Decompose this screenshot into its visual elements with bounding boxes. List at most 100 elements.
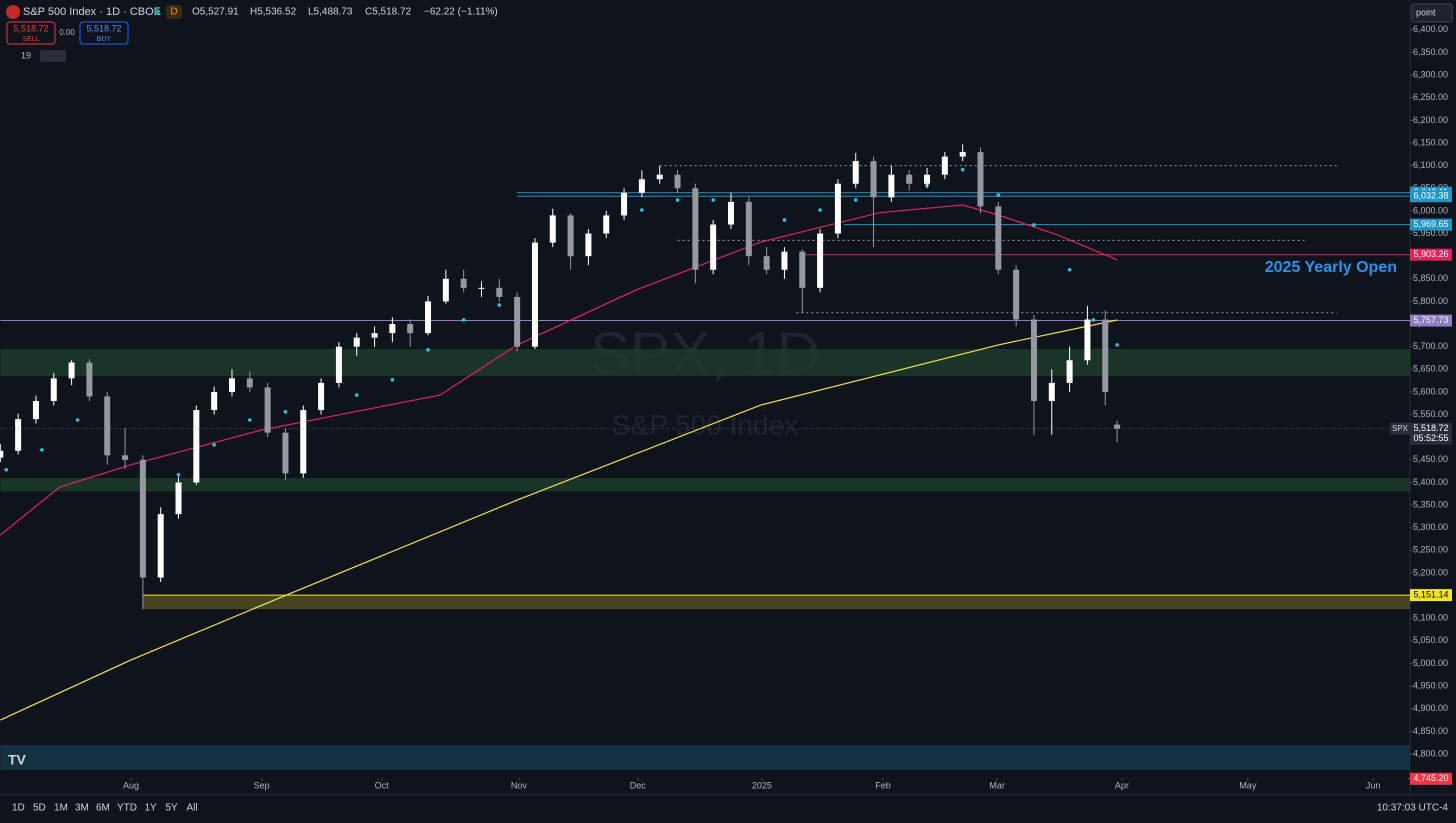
candle-body [888, 174, 895, 198]
timeframe-button[interactable]: 5D [33, 803, 46, 814]
plot [0, 144, 1411, 780]
level-label: 5,151.14 [1413, 589, 1448, 599]
candle-body [122, 455, 129, 460]
candle-body [959, 152, 966, 157]
candle-body [549, 215, 556, 243]
level-tag [1410, 190, 1452, 203]
candle-body [193, 410, 200, 483]
status-dot [154, 9, 160, 15]
sell-price: 5,518.72 [13, 23, 48, 33]
moving-average [0, 319, 1118, 721]
candle-body [870, 161, 877, 198]
candle-body [478, 287, 485, 289]
ohlc-open: O5,527.91 [192, 7, 239, 18]
candle-body [157, 514, 164, 578]
ma-dot [461, 318, 466, 322]
candle-body [425, 301, 432, 334]
candle-body [692, 188, 699, 270]
candle-body [799, 251, 806, 288]
x-tick-label: Feb [875, 780, 891, 790]
ma-dot [853, 198, 858, 202]
level-label: 4,745.20 [1413, 773, 1448, 783]
candle-body [353, 337, 360, 347]
candle-body [763, 256, 770, 270]
y-tick-label: 5,350.00 [1413, 499, 1448, 509]
current-price-label: 5,518.72 [1413, 423, 1448, 433]
candle-body [389, 324, 396, 334]
timeframe-button[interactable]: All [187, 803, 198, 814]
indicator-count[interactable]: 19 [21, 50, 31, 60]
current-symbol: SPX [1392, 424, 1409, 433]
candle-body [906, 174, 913, 184]
y-tick-label: 5,300.00 [1413, 522, 1448, 532]
timeframe-button[interactable]: YTD [117, 803, 137, 814]
ma-dot [248, 418, 252, 422]
ma-dot [40, 448, 44, 452]
buy-label: BUY [97, 36, 112, 43]
candle-body [300, 410, 307, 474]
y-tick-label: 5,850.00 [1413, 273, 1448, 283]
buy-button[interactable] [79, 21, 129, 45]
y-tick-label: 4,800.00 [1413, 748, 1448, 758]
y-tick-label: 6,400.00 [1413, 24, 1448, 34]
timeframe-button[interactable]: 3M [75, 803, 89, 814]
ma-dot [212, 443, 216, 447]
ma-dot [426, 348, 430, 352]
level-label: 5,969.65 [1413, 219, 1448, 229]
candle-body [335, 346, 342, 383]
candle-body [15, 419, 22, 451]
timeframe-button[interactable]: 1D [12, 803, 25, 814]
alert-icons[interactable] [40, 50, 66, 62]
ma-dot [497, 303, 502, 307]
ma-dot [283, 410, 288, 414]
annotation: 2025 Yearly Open [1265, 259, 1397, 276]
timeframe-button[interactable]: 6M [96, 803, 110, 814]
candle-body [460, 278, 467, 288]
symbol-icon [6, 5, 20, 19]
timeframe-button[interactable]: 1M [54, 803, 68, 814]
symbol[interactable]: S&P 500 Index · 1D · CBOE [23, 6, 161, 18]
ma-dot [4, 467, 9, 472]
y-tick-label: 6,300.00 [1413, 70, 1448, 80]
candle-body [603, 215, 610, 234]
timeframe-button[interactable]: 5Y [166, 803, 179, 814]
ma-dot [782, 218, 787, 222]
candle-body [496, 287, 503, 297]
candle-body [674, 174, 681, 189]
candle-body [727, 201, 734, 225]
zone [142, 595, 1410, 610]
badge-box [166, 5, 182, 19]
timeframe-button[interactable]: 1Y [145, 803, 158, 814]
ma-dot [354, 393, 359, 397]
scale-button[interactable] [1411, 3, 1453, 23]
candle-body [371, 333, 378, 338]
x-tick-label: Mar [989, 780, 1005, 790]
candle-body [834, 183, 841, 234]
candle-body [139, 459, 146, 578]
countdown: 05:52:55 [1413, 433, 1448, 443]
candle-body [995, 206, 1002, 270]
x-tick-label: May [1239, 780, 1257, 790]
y-tick-label: 5,450.00 [1413, 454, 1448, 464]
y-tick-label: 5,100.00 [1413, 613, 1448, 623]
y-tick-label: 6,000.00 [1413, 205, 1448, 215]
ma-dot [1067, 267, 1072, 272]
sell-button[interactable] [6, 21, 56, 45]
y-tick-label: 6,350.00 [1413, 47, 1448, 57]
candle-body [567, 215, 574, 257]
candle-body [638, 179, 645, 193]
ma-dot [675, 198, 680, 202]
candle-body [1030, 319, 1037, 401]
candle-body [852, 161, 859, 184]
candle-body [924, 174, 931, 184]
x-tick-label: Oct [375, 780, 390, 790]
x-tick-label: Aug [123, 780, 139, 790]
badge: D [170, 7, 177, 18]
ohlc-change: −62.22 (−1.11%) [424, 7, 498, 18]
candle-body [228, 378, 235, 392]
y-tick-label: 5,250.00 [1413, 545, 1448, 555]
watermark-name: S&P 500 Index [612, 409, 798, 440]
y-tick-label: 5,600.00 [1413, 386, 1448, 396]
x-tick-label: Jun [1366, 780, 1381, 790]
